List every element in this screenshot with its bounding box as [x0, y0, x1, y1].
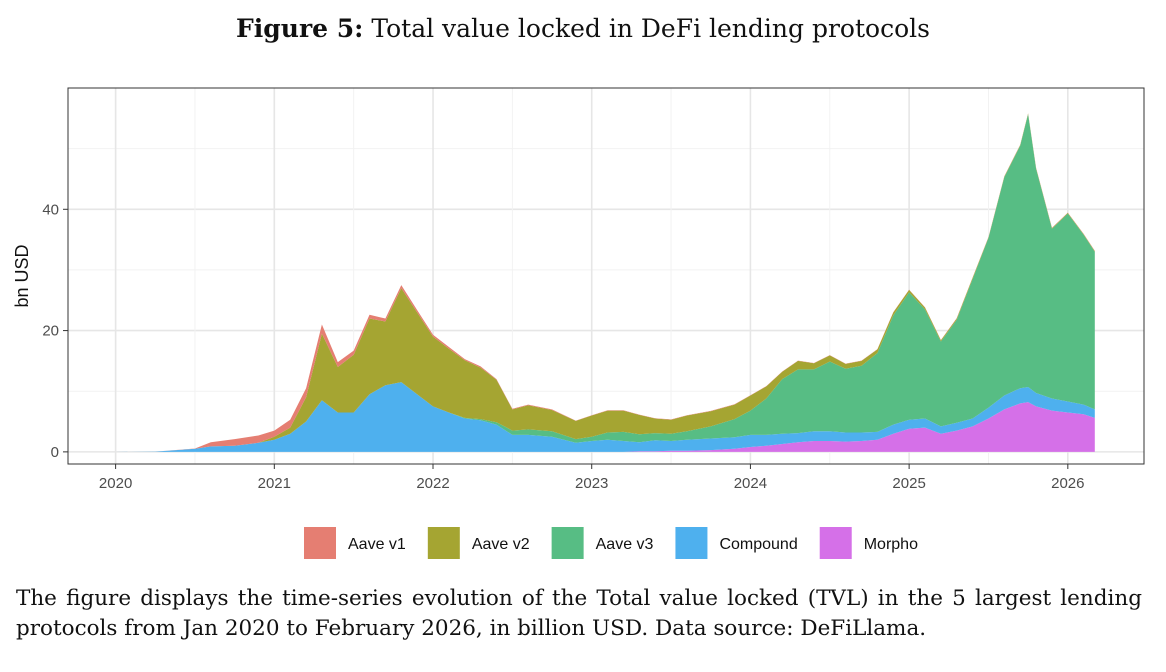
y-axis-title: bn USD [12, 244, 32, 307]
x-tick-label: 2026 [1051, 475, 1084, 492]
figure-title: Figure 5: Total value locked in DeFi lend… [0, 14, 1166, 43]
x-tick-label: 2021 [258, 475, 291, 492]
x-tick-label: 2024 [734, 475, 767, 492]
y-tick-label: 0 [51, 444, 59, 461]
y-tick-label: 20 [42, 323, 59, 340]
x-tick-label: 2020 [99, 475, 132, 492]
figure-title-text: Total value locked in DeFi lending proto… [371, 14, 930, 43]
x-axis: 2020 2021 2022 2023 2024 2025 2026 [99, 464, 1085, 492]
legend-key-aave-v2 [427, 527, 460, 559]
legend-label-morpho: Morpho [864, 536, 918, 553]
tvl-stacked-area-chart: 0 20 40 2020 2021 2022 2023 2024 2025 2026 bn US… [12, 87, 1145, 559]
x-tick-label: 2022 [416, 475, 449, 492]
y-tick-label: 40 [42, 201, 59, 218]
legend-label-aave-v2: Aave v2 [472, 536, 530, 553]
area-aave-v2 [115, 113, 1095, 452]
legend-key-morpho [819, 527, 852, 559]
legend-label-aave-v3: Aave v3 [596, 536, 654, 553]
area-morpho [115, 402, 1095, 452]
legend-key-compound [675, 527, 708, 559]
legend: Aave v1 Aave v2 Aave v3 Compound Morpho [304, 527, 918, 559]
figure-number: Figure 5: [236, 14, 364, 43]
legend-key-aave-v1 [304, 527, 336, 559]
x-gridlines [114, 88, 1069, 464]
plot-border [67, 87, 1145, 465]
area-series [115, 113, 1095, 452]
x-tick-label: 2025 [892, 475, 925, 492]
x-tick-label: 2023 [575, 475, 608, 492]
area-compound [115, 382, 1095, 452]
legend-label-aave-v1: Aave v1 [348, 536, 406, 553]
legend-key-aave-v3 [551, 527, 584, 559]
legend-label-compound: Compound [719, 536, 797, 553]
figure-caption: The figure displays the time-series evol… [16, 586, 1142, 641]
y-axis: 0 20 40 [42, 201, 68, 461]
